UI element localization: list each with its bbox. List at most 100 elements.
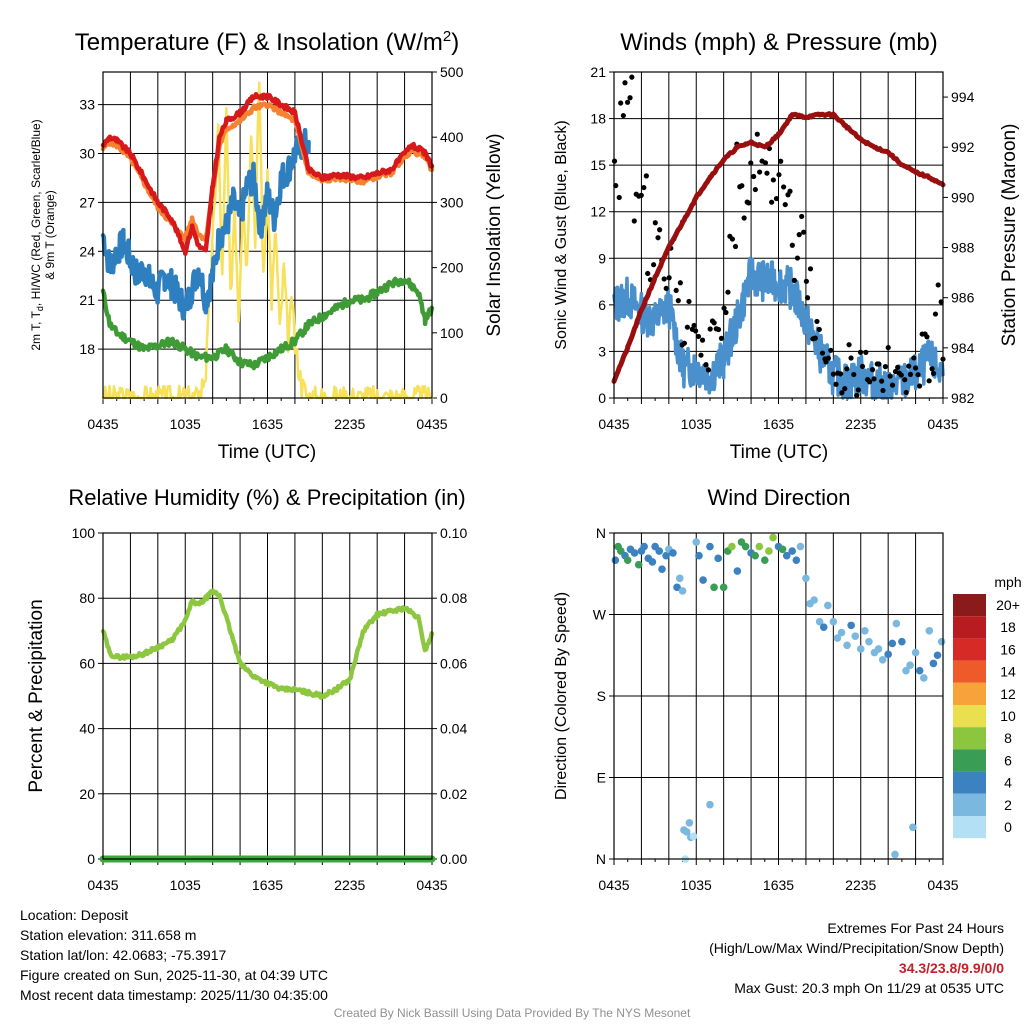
direction-point — [765, 547, 773, 555]
gust-point — [902, 377, 908, 383]
gust-point — [622, 80, 628, 86]
x-tick-label: 1635 — [252, 416, 283, 432]
gust-point — [848, 355, 854, 361]
direction-point — [847, 621, 855, 630]
windchill-line — [100, 127, 311, 321]
legend-color-box — [953, 660, 986, 683]
gust-point — [725, 289, 731, 295]
legend-label: 8 — [1004, 730, 1012, 746]
gust-point — [929, 366, 935, 372]
direction-point — [769, 533, 777, 542]
x-tick-label: 0435 — [598, 416, 629, 432]
legend-label: 10 — [1000, 708, 1016, 724]
gust-point — [778, 158, 784, 164]
sonic-wind-line — [612, 256, 945, 400]
gust-point — [752, 186, 758, 193]
gust-point — [629, 74, 635, 80]
direction-point — [669, 549, 677, 557]
gust-point — [776, 172, 782, 178]
gust-point — [764, 170, 770, 176]
gust-point — [624, 99, 631, 105]
y2-tick-label: 500 — [440, 64, 464, 80]
gust-point — [799, 213, 805, 220]
gust-point — [911, 355, 917, 361]
recent-data-text: Most recent data timestamp: 2025/11/30 0… — [20, 987, 328, 1003]
direction-point — [710, 583, 718, 592]
gust-point — [705, 367, 712, 373]
wind-direction-panel: Wind Direction Direction (Colored By Spe… — [553, 485, 1022, 893]
direction-point — [843, 641, 851, 650]
direction-point — [796, 542, 805, 551]
legend-color-box — [953, 682, 986, 705]
gust-point — [912, 365, 919, 371]
gust-point — [871, 376, 877, 382]
x-tick-label: 0435 — [416, 416, 447, 432]
gust-point — [631, 218, 637, 224]
legend-label: 0 — [1004, 819, 1012, 835]
temperature-y-axis-label-line2: & 9m T (Orange) — [43, 190, 57, 280]
gust-point — [791, 277, 797, 283]
legend-color-box — [953, 616, 986, 639]
y2-tick-label: 400 — [440, 129, 464, 145]
wind-y-axis-label: Sonic Wind & Gust (Blue, Black) — [553, 120, 570, 349]
location-text: Location: Deposit — [20, 907, 129, 923]
direction-point — [888, 639, 897, 648]
y2-tick-label: 988 — [951, 240, 975, 256]
y2-tick-label: 992 — [951, 139, 975, 155]
direction-point — [878, 655, 887, 664]
gust-point — [867, 379, 873, 385]
direction-point — [920, 674, 928, 682]
direction-point — [937, 637, 946, 646]
gust-point — [770, 177, 776, 183]
winds-panel: Winds (mph) & Pressure (mb) Sonic Wind &… — [553, 29, 1020, 463]
x-tick-label: 0435 — [87, 416, 118, 432]
direction-point — [611, 556, 620, 564]
gust-point — [657, 227, 663, 233]
gust-point — [616, 194, 622, 201]
y-tick-label: 27 — [79, 194, 95, 210]
direction-point — [630, 549, 639, 557]
gust-point — [762, 160, 769, 166]
direction-point — [874, 645, 883, 653]
gust-point — [880, 387, 886, 394]
y-tick-label: E — [597, 770, 606, 786]
y2-tick-label: 200 — [440, 260, 464, 276]
direction-point — [682, 828, 691, 836]
direction-point — [902, 666, 910, 675]
gust-point — [703, 362, 709, 368]
gust-point — [930, 370, 937, 377]
direction-point — [909, 823, 917, 832]
gust-point — [746, 200, 752, 206]
y2-tick-label: 0.06 — [440, 655, 467, 671]
credit-text: Created By Nick Bassill Using Data Provi… — [333, 1006, 691, 1020]
temperature-panel: Temperature (F) & Insolation (W/m2) 2m T… — [29, 28, 505, 463]
direction-point — [819, 623, 828, 631]
x-tick-label: 2235 — [845, 877, 876, 893]
y-tick-label: 40 — [79, 721, 95, 737]
gust-point — [803, 278, 809, 284]
direction-point — [891, 850, 899, 859]
y-tick-label: 0 — [598, 390, 606, 406]
gust-point — [757, 169, 763, 175]
direction-point — [782, 551, 791, 560]
gust-point — [828, 347, 834, 353]
y-tick-label: 3 — [598, 343, 606, 359]
gust-point — [782, 201, 788, 208]
gust-point — [666, 275, 672, 281]
gust-point — [748, 160, 754, 166]
y-tick-label: 0 — [87, 851, 95, 867]
legend-label: 6 — [1004, 752, 1012, 768]
temperature-panel-title: Temperature (F) & Insolation (W/m2) — [75, 28, 459, 56]
gust-point — [686, 298, 692, 305]
direction-point — [655, 547, 664, 555]
gust-point — [638, 192, 644, 198]
gust-point — [773, 195, 780, 202]
legend-color-box — [953, 727, 986, 750]
direction-point — [856, 645, 865, 653]
direction-point — [640, 542, 648, 551]
gust-point — [889, 382, 896, 388]
y2-tick-label: 990 — [951, 189, 975, 205]
x-tick-label: 1635 — [763, 877, 794, 893]
gust-point — [661, 276, 667, 282]
insolation-line — [101, 81, 434, 400]
